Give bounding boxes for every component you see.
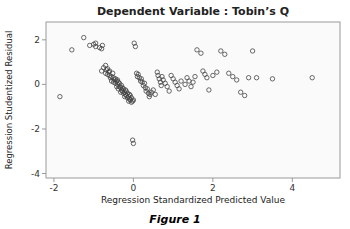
point (131, 98, 135, 102)
x-axis-label: Regression Standardized Predicted Value (101, 195, 286, 205)
point (100, 43, 104, 47)
point (254, 76, 258, 80)
point (310, 76, 314, 80)
caption: Figure 1 (149, 213, 200, 226)
tick-label: 2 (34, 35, 40, 45)
point (165, 84, 169, 88)
point (270, 77, 274, 81)
tick-label: 4 (289, 183, 295, 193)
tick-label: 0 (34, 79, 40, 89)
point (167, 89, 171, 93)
point (151, 88, 155, 92)
points (58, 35, 315, 145)
tick-label: 0 (131, 183, 137, 193)
point (153, 92, 157, 96)
point (223, 52, 227, 56)
point (211, 73, 215, 77)
point (193, 74, 197, 78)
tick-mark (212, 178, 213, 182)
plot-frame (46, 22, 340, 178)
chart: -2 0 2 4 -4 -2 0 2 Dependent Variable : Tobin’s … (0, 0, 350, 229)
tick-mark (292, 178, 293, 182)
point (183, 82, 187, 86)
tick-mark (53, 178, 54, 182)
point (219, 49, 223, 53)
tick-mark (42, 84, 46, 85)
point (205, 76, 209, 80)
point (145, 87, 149, 91)
point (133, 44, 137, 48)
point (111, 71, 115, 75)
point (177, 87, 181, 91)
point (207, 88, 211, 92)
point (70, 48, 74, 52)
point (195, 48, 199, 52)
tick-label: -4 (31, 169, 40, 179)
point (120, 86, 124, 90)
point (58, 94, 62, 98)
point (142, 81, 146, 85)
tick-mark (42, 39, 46, 40)
point (82, 35, 86, 39)
tick-mark (42, 128, 46, 129)
point (235, 78, 239, 82)
point (215, 70, 219, 74)
tick-label: -2 (49, 183, 58, 193)
point (238, 90, 242, 94)
point (250, 49, 254, 53)
point (191, 80, 195, 84)
y-axis-label: Regression Studentized Residual (4, 31, 14, 170)
point (179, 79, 183, 83)
tick-mark (42, 173, 46, 174)
point (131, 141, 135, 145)
tick-mark (133, 178, 134, 182)
title: Dependent Variable : Tobin’s Q (97, 5, 289, 18)
tick-label: -2 (31, 124, 40, 134)
point (199, 51, 203, 55)
tick-label: 2 (210, 183, 216, 193)
point (227, 71, 231, 75)
point (242, 93, 246, 97)
point (107, 69, 111, 73)
point (246, 76, 250, 80)
point (231, 74, 235, 78)
point (189, 84, 193, 88)
